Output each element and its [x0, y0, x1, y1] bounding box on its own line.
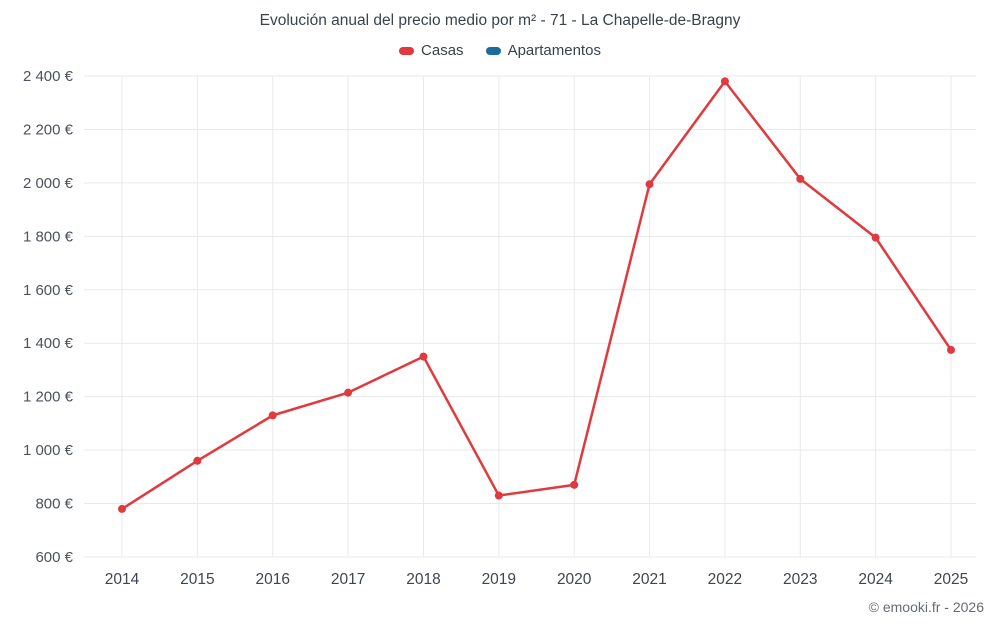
x-tick-label: 2020: [557, 571, 592, 588]
data-point-casas[interactable]: [796, 174, 805, 183]
legend-label-casas: Casas: [421, 42, 464, 59]
legend-item-casas[interactable]: Casas: [399, 42, 464, 59]
x-tick-label: 2015: [180, 571, 214, 588]
x-tick-label: 2021: [632, 571, 666, 588]
data-point-casas[interactable]: [494, 491, 503, 500]
data-point-casas[interactable]: [419, 352, 428, 361]
y-tick-label: 1 000 €: [23, 442, 74, 459]
data-point-casas[interactable]: [947, 345, 955, 354]
legend-label-apartamentos: Apartamentos: [507, 42, 601, 59]
chart-title: Evolución anual del precio medio por m² …: [259, 12, 741, 29]
x-tick-label: 2017: [331, 571, 365, 588]
data-point-casas[interactable]: [193, 456, 202, 465]
chart-legend: Casas Apartamentos: [0, 42, 1000, 59]
legend-item-apartamentos[interactable]: Apartamentos: [485, 42, 601, 59]
x-tick-label: 2016: [255, 571, 289, 588]
x-tick-label: 2023: [783, 571, 817, 588]
x-tick-label: 2022: [708, 571, 742, 588]
y-tick-label: 1 600 €: [23, 282, 74, 299]
x-tick-label: 2025: [934, 571, 968, 588]
series-line-casas: [120, 80, 953, 511]
y-tick-label: 2 000 €: [23, 175, 74, 192]
y-tick-label: 600 €: [35, 549, 73, 566]
x-tick-label: 2024: [858, 571, 893, 588]
x-tick-label: 2019: [482, 571, 516, 588]
data-point-casas[interactable]: [118, 504, 126, 513]
y-tick-label: 1 200 €: [23, 389, 74, 406]
data-point-casas[interactable]: [570, 480, 579, 489]
x-tick-label: 2014: [105, 571, 140, 588]
apartamentos-color-swatch: [485, 46, 501, 55]
data-point-casas[interactable]: [720, 77, 729, 86]
data-point-casas[interactable]: [344, 388, 353, 397]
y-tick-label: 1 800 €: [23, 228, 74, 245]
data-point-casas[interactable]: [871, 233, 880, 242]
copyright-text: © emooki.fr - 2026: [868, 599, 984, 615]
y-tick-label: 800 €: [35, 496, 73, 513]
y-tick-label: 2 200 €: [23, 121, 74, 138]
data-point-casas[interactable]: [268, 411, 277, 420]
data-point-casas[interactable]: [645, 180, 654, 189]
y-tick-label: 1 400 €: [23, 335, 74, 352]
casas-color-swatch: [399, 46, 415, 55]
x-tick-label: 2018: [406, 571, 440, 588]
y-tick-label: 2 400 €: [23, 68, 74, 85]
